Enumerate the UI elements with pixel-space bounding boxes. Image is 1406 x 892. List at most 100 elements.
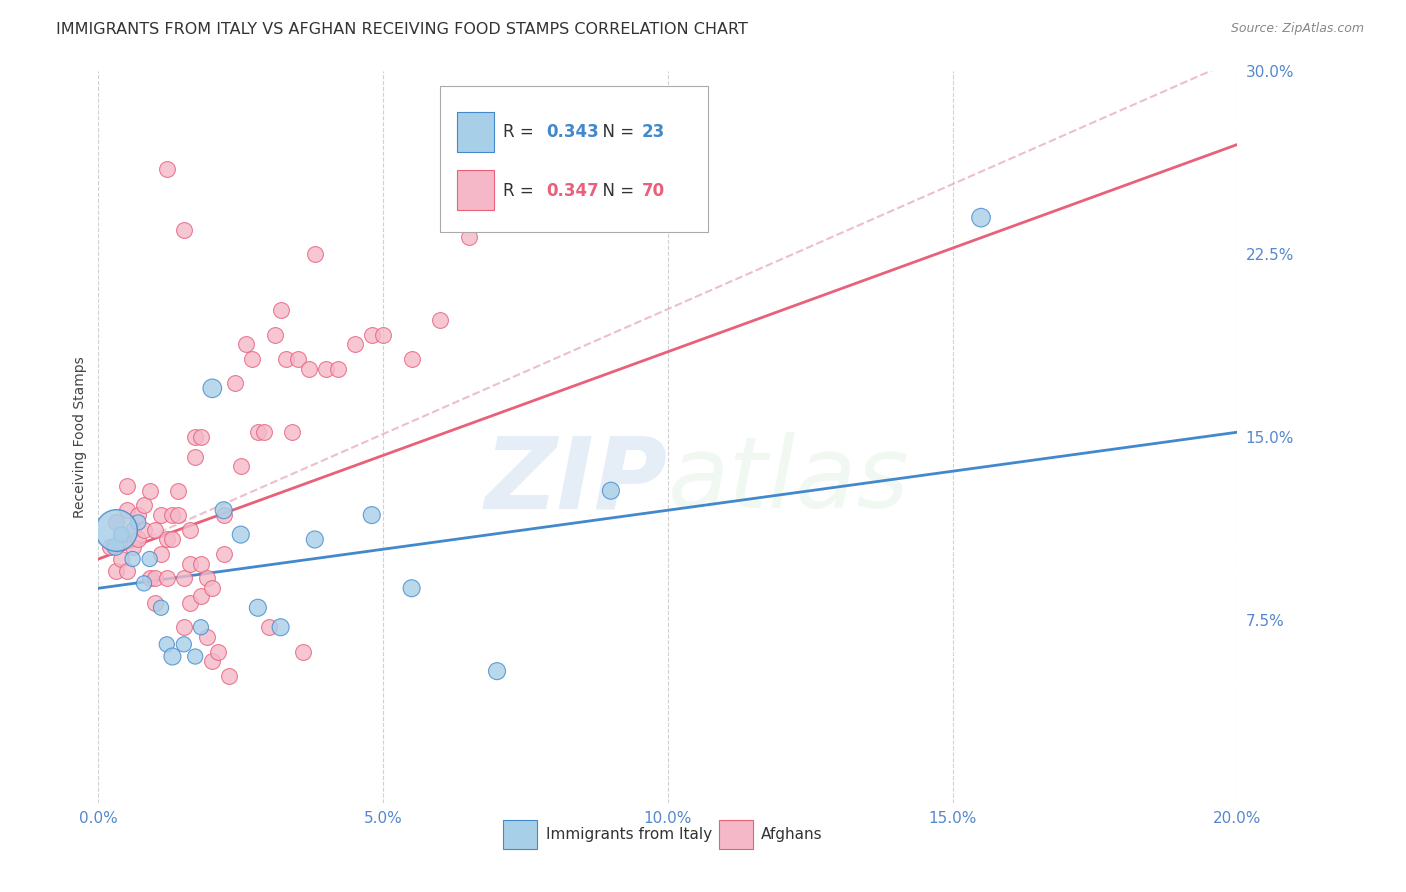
Point (167, 508, 190, 522)
Point (264, 327, 287, 342)
Text: 70: 70 (641, 182, 665, 200)
Text: Afghans: Afghans (761, 827, 823, 842)
Text: Source: ZipAtlas.com: Source: ZipAtlas.com (1230, 22, 1364, 36)
Point (162, 533, 184, 547)
Point (145, 572, 167, 586)
Point (970, 211, 993, 225)
Point (401, 581, 423, 595)
Point (212, 508, 235, 522)
Point (212, 547, 235, 561)
Point (486, 664, 509, 678)
Point (190, 620, 212, 634)
Point (429, 313, 451, 327)
Point (360, 508, 382, 522)
Point (201, 654, 224, 668)
Y-axis label: Receiving Food Stamps: Receiving Food Stamps (73, 356, 87, 518)
Point (224, 376, 246, 391)
Point (229, 527, 252, 541)
Point (132, 576, 155, 591)
Text: 0.347: 0.347 (546, 182, 599, 200)
Point (195, 572, 218, 586)
Point (156, 161, 179, 176)
Text: IMMIGRANTS FROM ITALY VS AFGHAN RECEIVING FOOD STAMPS CORRELATION CHART: IMMIGRANTS FROM ITALY VS AFGHAN RECEIVIN… (56, 22, 748, 37)
Point (276, 352, 298, 367)
Point (110, 527, 132, 541)
Point (156, 533, 179, 547)
Point (252, 425, 274, 440)
Point (270, 303, 292, 318)
Point (207, 645, 229, 659)
Point (184, 649, 207, 664)
Text: ZIP: ZIP (485, 433, 668, 530)
Point (150, 600, 173, 615)
Point (132, 523, 155, 537)
Point (190, 430, 212, 444)
Bar (457, 112, 494, 152)
Point (281, 425, 304, 440)
Point (145, 596, 167, 610)
Point (156, 572, 179, 586)
Point (195, 630, 218, 644)
Point (304, 247, 326, 261)
Point (138, 552, 160, 566)
Point (145, 523, 167, 537)
Point (343, 337, 366, 351)
Point (98, 540, 121, 554)
Point (162, 508, 184, 522)
Point (298, 361, 321, 376)
Bar (503, 820, 537, 849)
Point (229, 459, 252, 474)
Point (326, 361, 349, 376)
Point (167, 483, 190, 498)
Point (121, 523, 143, 537)
Point (121, 552, 143, 566)
Point (179, 596, 201, 610)
Point (600, 483, 623, 498)
Text: atlas: atlas (668, 433, 910, 530)
Text: 0.343: 0.343 (546, 123, 599, 141)
Point (104, 540, 127, 554)
Point (121, 540, 143, 554)
FancyBboxPatch shape (440, 86, 707, 232)
Point (173, 572, 195, 586)
Point (184, 430, 207, 444)
Point (259, 620, 281, 634)
Point (127, 508, 149, 522)
Text: R =: R = (503, 123, 538, 141)
Point (190, 557, 212, 571)
Point (190, 589, 212, 603)
Point (218, 669, 240, 683)
Text: R =: R = (503, 182, 538, 200)
Point (127, 516, 149, 530)
Point (179, 557, 201, 571)
Point (315, 361, 337, 376)
Point (246, 600, 269, 615)
Point (373, 327, 395, 342)
Point (246, 425, 269, 440)
Text: N =: N = (592, 182, 638, 200)
Point (115, 503, 138, 517)
Point (360, 327, 382, 342)
Point (138, 483, 160, 498)
Point (401, 352, 423, 367)
Point (156, 637, 179, 651)
Point (173, 620, 195, 634)
Point (304, 533, 326, 547)
Text: 23: 23 (641, 123, 665, 141)
Point (162, 649, 184, 664)
Point (110, 527, 132, 541)
Point (201, 581, 224, 595)
Point (110, 552, 132, 566)
Point (201, 381, 224, 395)
Point (150, 547, 173, 561)
Bar (718, 820, 754, 849)
Point (104, 516, 127, 530)
Point (457, 230, 479, 244)
Text: Immigrants from Italy: Immigrants from Italy (546, 827, 711, 842)
Point (184, 450, 207, 464)
Point (127, 533, 149, 547)
Point (115, 564, 138, 578)
Point (132, 499, 155, 513)
Point (104, 564, 127, 578)
Point (235, 337, 257, 351)
